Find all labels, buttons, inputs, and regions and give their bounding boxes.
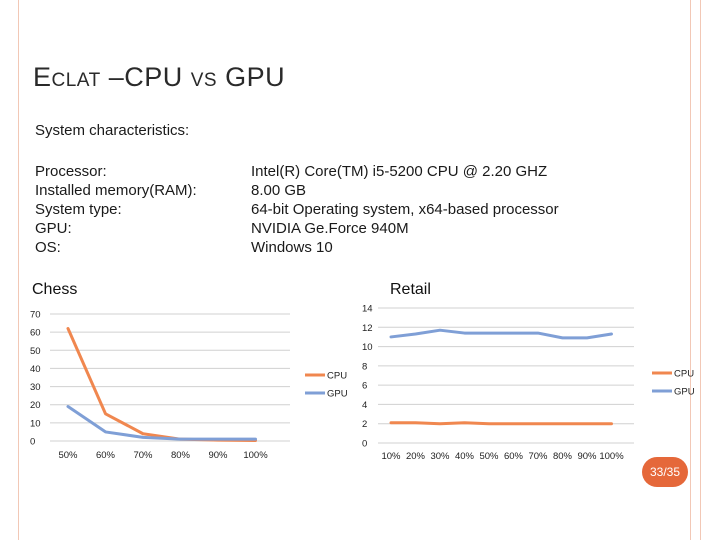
retail-x-tick-label: 70% [528, 451, 548, 462]
slide-frame-right-line-2 [700, 0, 701, 540]
spec-label-gpu: GPU: [35, 220, 72, 237]
chess-y-tick-label: 20 [30, 400, 41, 411]
retail-legend-gpu-label: GPU [674, 387, 695, 398]
retail-legend-cpu-label: CPU [674, 369, 694, 380]
spec-label-os: OS: [35, 239, 61, 256]
title-vs: VS [190, 70, 218, 91]
spec-values: Intel(R) Core(TM) i5-5200 CPU @ 2.20 GHZ… [251, 162, 559, 257]
chess-chart-title: Chess [32, 281, 78, 298]
retail-x-tick-label: 90% [577, 451, 597, 462]
retail-x-tick-label: 10% [381, 451, 401, 462]
retail-x-tick-label: 100% [599, 451, 624, 462]
spec-value-system-type: 64-bit Operating system, x64-based proce… [251, 201, 559, 218]
retail-y-tick-label: 8 [362, 361, 367, 372]
title-cpu: –CPU [100, 62, 191, 92]
spec-label-memory: Installed memory(RAM): [35, 182, 197, 199]
page-number-badge: 33/35 [642, 457, 688, 487]
chess-legend-gpu-label: GPU [327, 389, 348, 400]
retail-y-tick-label: 12 [362, 323, 373, 334]
retail-x-tick-label: 60% [504, 451, 524, 462]
chess-x-tick-label: 60% [96, 450, 116, 461]
chess-x-tick-label: 70% [133, 450, 153, 461]
chess-y-tick-label: 0 [30, 437, 35, 448]
chess-y-tick-label: 60 [30, 328, 41, 339]
retail-y-tick-label: 2 [362, 419, 367, 430]
retail-chart-title: Retail [390, 281, 431, 298]
spec-value-gpu: NVIDIA Ge.Force 940M [251, 220, 409, 237]
chess-y-tick-label: 10 [30, 418, 41, 429]
chess-legend-cpu-label: CPU [327, 371, 347, 382]
spec-label-processor: Processor: [35, 163, 107, 180]
section-label: System characteristics: [35, 122, 190, 139]
retail-x-tick-label: 30% [430, 451, 450, 462]
spec-labels: Processor: Installed memory(RAM): System… [35, 162, 197, 257]
chess-x-tick-label: 80% [171, 450, 191, 461]
spec-value-memory: 8.00 GB [251, 182, 307, 199]
retail-x-tick-label: 50% [479, 451, 499, 462]
retail-x-tick-label: 20% [406, 451, 426, 462]
chess-y-tick-label: 40 [30, 364, 41, 375]
chess-y-tick-label: 50 [30, 346, 41, 357]
retail-x-tick-label: 40% [455, 451, 475, 462]
slide-title: ECLAT –CPU VS GPU [33, 62, 285, 93]
title-clat: CLAT [51, 70, 101, 91]
retail-x-tick-label: 80% [553, 451, 573, 462]
title-e: E [33, 62, 52, 92]
spec-value-os: Windows 10 [251, 239, 333, 256]
chess-y-tick-label: 70 [30, 310, 41, 321]
retail-gpu-series-line [389, 328, 613, 340]
retail-y-tick-label: 14 [362, 304, 373, 315]
spec-value-processor: Intel(R) Core(TM) i5-5200 CPU @ 2.20 GHZ [251, 163, 548, 180]
retail-y-tick-label: 4 [362, 400, 367, 411]
retail-y-tick-label: 10 [362, 342, 373, 353]
title-gpu: GPU [217, 62, 286, 92]
slide-frame-right-line [690, 0, 691, 540]
chess-x-tick-label: 90% [208, 450, 228, 461]
chess-x-tick-label: 50% [58, 450, 78, 461]
chess-x-tick-label: 100% [243, 450, 268, 461]
chess-cpu-series-line [66, 327, 257, 442]
retail-y-tick-label: 6 [362, 381, 367, 392]
chess-gpu-series-line [66, 405, 257, 441]
retail-cpu-series-line [389, 421, 613, 426]
slide-frame-left-line [18, 0, 19, 540]
chess-y-tick-label: 30 [30, 382, 41, 393]
spec-label-system-type: System type: [35, 201, 122, 218]
retail-y-tick-label: 0 [362, 439, 367, 450]
